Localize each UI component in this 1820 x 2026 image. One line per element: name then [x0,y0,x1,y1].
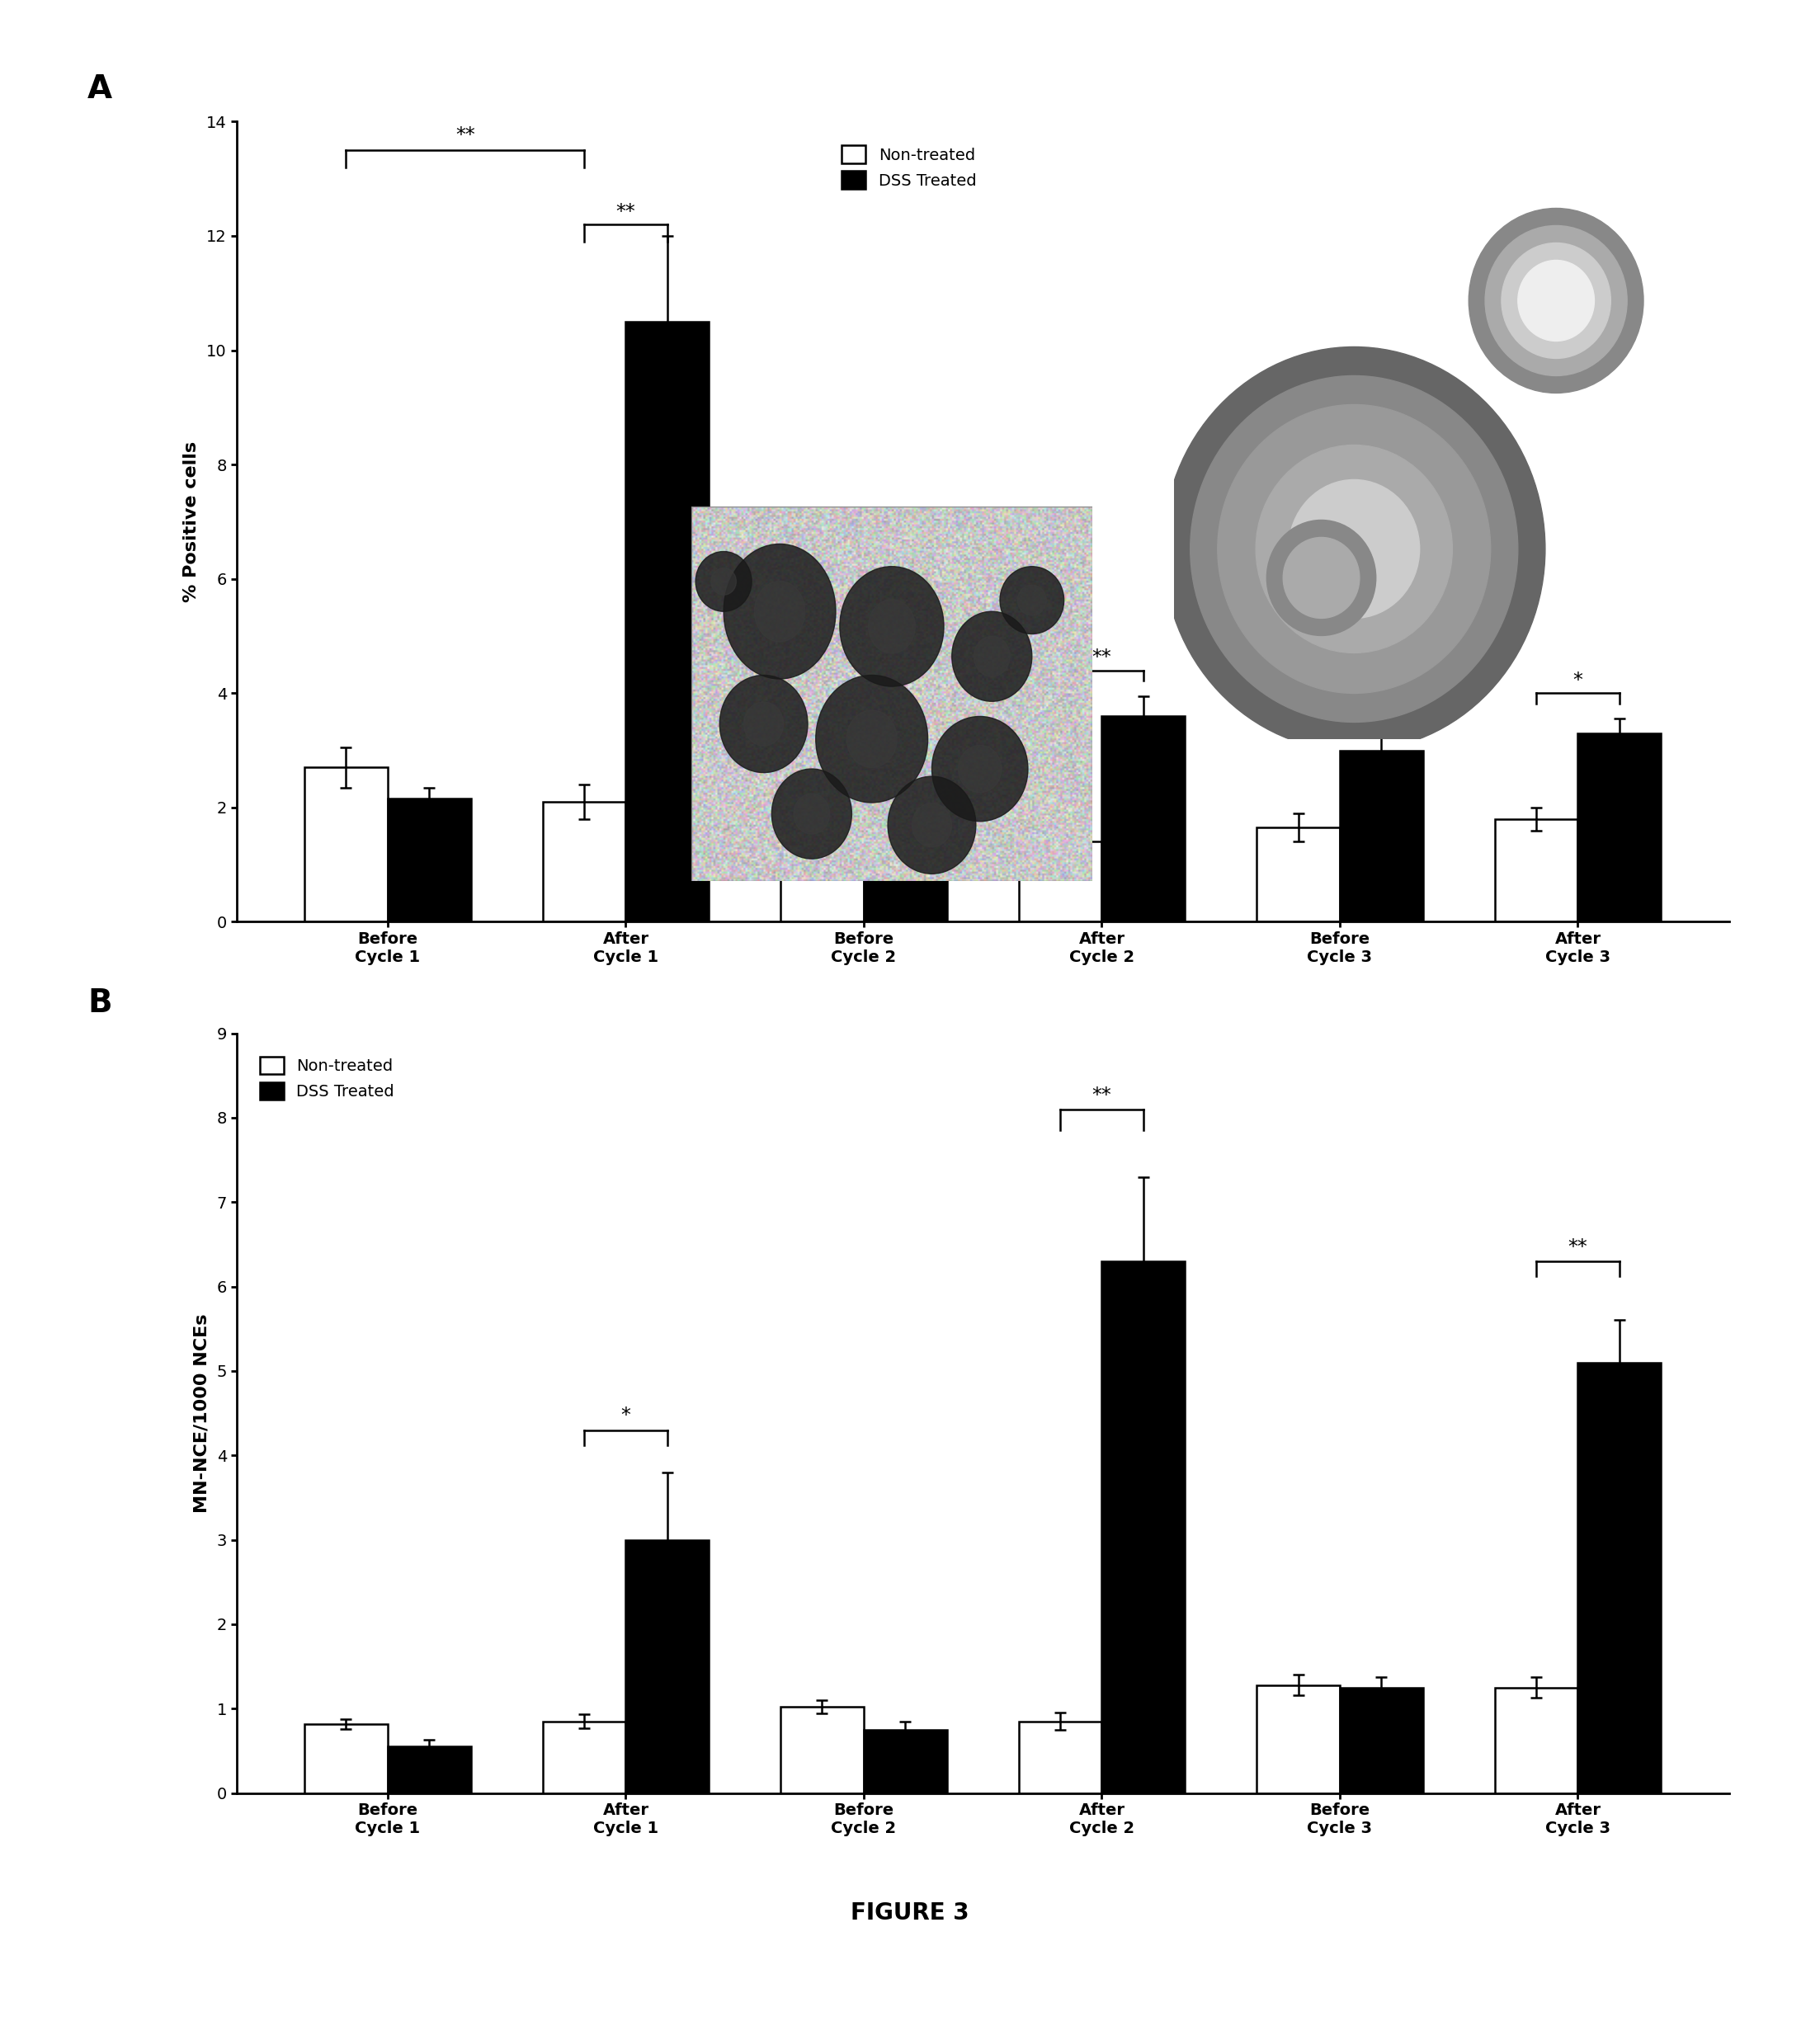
Text: *: * [621,1406,632,1426]
Ellipse shape [952,612,1032,701]
Bar [1494,819,1578,922]
Legend: Non-treated, DSS Treated: Non-treated, DSS Treated [841,146,976,188]
Bar [1019,1722,1101,1793]
Ellipse shape [724,545,835,679]
Bar [542,802,626,922]
Bar [388,1746,471,1793]
Circle shape [1267,521,1376,636]
Text: *: * [1572,671,1583,691]
Ellipse shape [794,794,830,835]
Text: **: ** [1092,1086,1112,1104]
Bar [781,1706,864,1793]
Bar [1578,1363,1662,1793]
Ellipse shape [815,675,928,802]
Bar [1340,750,1423,922]
Ellipse shape [712,567,737,596]
Text: **: ** [1092,648,1112,667]
Bar [1019,841,1101,922]
Text: *: * [859,648,868,667]
Bar [1101,715,1185,922]
Bar [864,715,946,922]
Bar [1494,1688,1578,1793]
Ellipse shape [695,551,752,612]
Ellipse shape [974,636,1010,677]
Ellipse shape [932,717,1028,821]
Bar [1101,1260,1185,1793]
Bar [388,798,471,922]
Ellipse shape [912,802,952,847]
Circle shape [1256,446,1452,652]
Circle shape [1163,346,1545,752]
Bar [626,1540,710,1793]
Bar [781,784,864,922]
Ellipse shape [959,746,1001,792]
Circle shape [1289,480,1420,618]
Ellipse shape [846,711,897,768]
Text: FIGURE 3: FIGURE 3 [850,1902,970,1925]
Ellipse shape [839,567,945,687]
Ellipse shape [719,675,808,772]
Bar [1256,1686,1340,1793]
Y-axis label: % Positive cells: % Positive cells [184,442,200,602]
Ellipse shape [888,776,976,873]
Ellipse shape [755,581,804,642]
Ellipse shape [1017,586,1046,616]
Circle shape [1485,225,1627,375]
Circle shape [1501,243,1611,359]
Bar [304,1724,388,1793]
Bar [542,1722,626,1793]
Circle shape [1469,209,1643,393]
Circle shape [1218,405,1491,693]
Circle shape [1518,259,1594,340]
Text: A: A [87,73,113,105]
Ellipse shape [744,701,783,746]
Circle shape [1283,537,1360,618]
Bar [864,1730,946,1793]
Legend: Non-treated, DSS Treated: Non-treated, DSS Treated [260,1056,395,1100]
Circle shape [1190,375,1518,721]
Bar [626,322,710,922]
Text: **: ** [1569,1238,1587,1256]
Text: **: ** [615,203,635,221]
Text: B: B [87,987,111,1019]
Text: **: ** [455,126,475,146]
Bar [304,768,388,922]
Ellipse shape [772,770,852,859]
Ellipse shape [999,567,1065,634]
Bar [1256,827,1340,922]
Bar [1578,733,1662,922]
Y-axis label: MN-NCE/1000 NCEs: MN-NCE/1000 NCEs [193,1313,209,1513]
Ellipse shape [868,600,915,654]
Bar [1340,1688,1423,1793]
